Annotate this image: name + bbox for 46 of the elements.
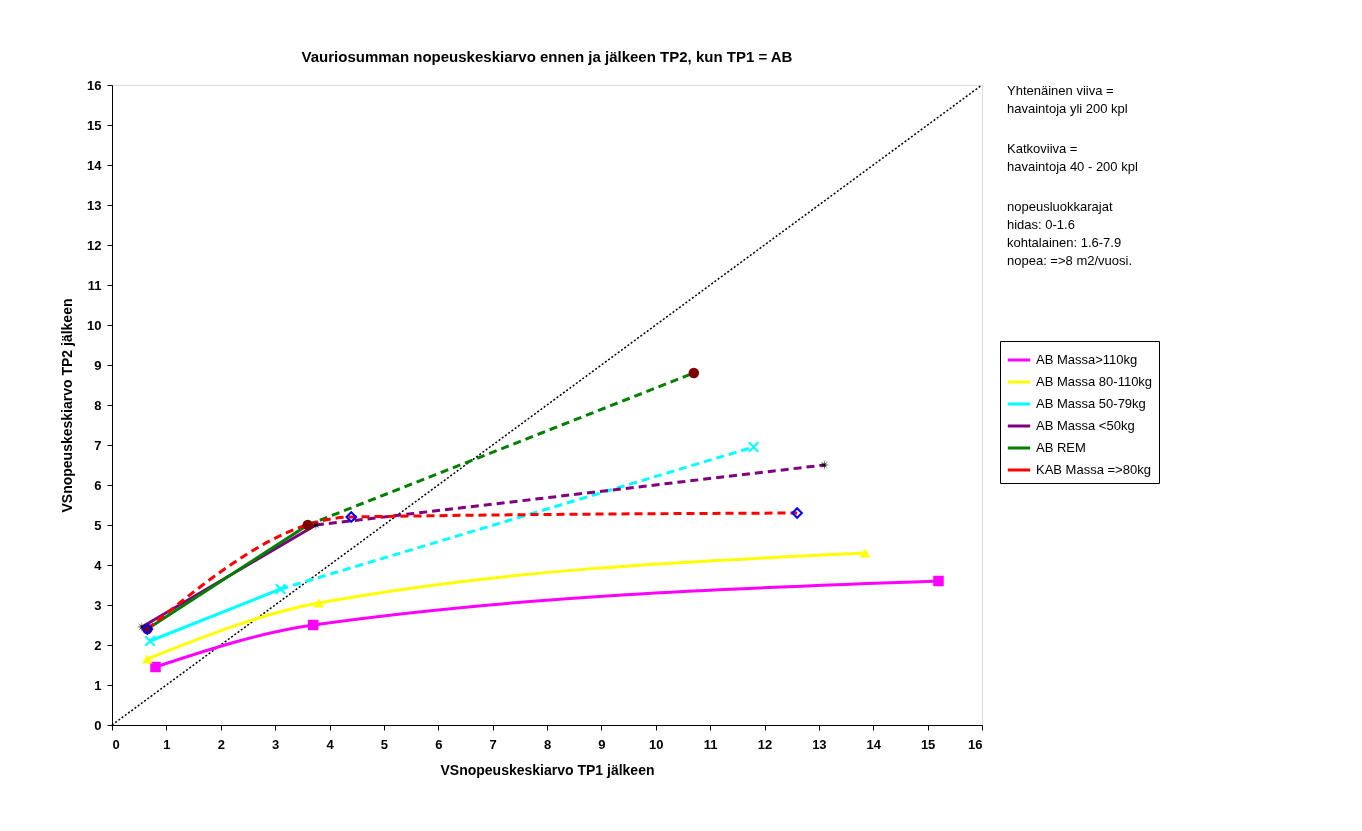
y-tick-label: 9 bbox=[94, 357, 102, 373]
legend-label: AB Massa <50kg bbox=[1036, 418, 1135, 433]
x-tick-label: 16 bbox=[968, 736, 983, 752]
y-tick-label: 3 bbox=[94, 597, 102, 613]
x-axis-title: VSnopeuskeskiarvo TP1 jälkeen bbox=[440, 761, 655, 778]
x-tick-label: 1 bbox=[163, 736, 171, 752]
x-tick-label: 3 bbox=[272, 736, 280, 752]
y-tick-label: 16 bbox=[87, 77, 102, 93]
y-axis-title: VSnopeuskeskiarvo TP2 jälkeen bbox=[59, 298, 76, 513]
x-tick-label: 13 bbox=[812, 736, 827, 752]
legend-label: AB Massa 50-79kg bbox=[1036, 396, 1146, 411]
text: Yhtenäinen viiva = havaintoja yli 200 kpl bbox=[1007, 83, 1128, 116]
y-tick-label: 2 bbox=[94, 637, 102, 653]
legend-label: AB REM bbox=[1036, 440, 1086, 455]
legend-label: AB Massa>110kg bbox=[1036, 352, 1138, 367]
y-tick-label: 7 bbox=[94, 437, 102, 453]
text: Katkoviiva = havaintoja 40 - 200 kpl bbox=[1007, 141, 1138, 174]
text: nopeusluokkarajat hidas: 0-1.6 kohtalainen: 1.6-7.9 nopea: =>8 m2/vuosi. bbox=[1007, 199, 1133, 268]
y-tick-label: 14 bbox=[87, 157, 103, 173]
x-tick-label: 7 bbox=[489, 736, 497, 752]
x-tick-label: 14 bbox=[866, 736, 882, 752]
y-tick-label: 12 bbox=[87, 237, 102, 253]
legend-label: KAB Massa =>80kg bbox=[1036, 462, 1151, 477]
chart-title: Vauriosumman nopeuskeskiarvo ennen ja jälkeen TP2, kun TP1 = AB bbox=[301, 48, 793, 65]
x-tick-label: 12 bbox=[757, 736, 773, 752]
x-tick-label: 11 bbox=[703, 736, 718, 752]
y-tick-label: 6 bbox=[94, 477, 102, 493]
y-tick-label: 8 bbox=[94, 397, 102, 413]
y-tick-label: 0 bbox=[94, 717, 102, 733]
x-tick-label: 15 bbox=[920, 736, 936, 752]
y-tick-label: 10 bbox=[87, 317, 102, 333]
legend-label: AB Massa 80-110kg bbox=[1036, 374, 1153, 389]
x-tick-label: 6 bbox=[435, 736, 443, 752]
y-tick-label: 4 bbox=[94, 557, 103, 573]
y-tick-label: 5 bbox=[94, 517, 102, 533]
x-tick-label: 10 bbox=[649, 736, 664, 752]
y-tick-label: 1 bbox=[94, 677, 102, 693]
x-tick-label: 5 bbox=[380, 736, 388, 752]
x-tick-label: 2 bbox=[217, 736, 225, 752]
y-tick-label: 13 bbox=[87, 197, 102, 213]
x-tick-label: 8 bbox=[543, 736, 552, 752]
x-tick-label: 4 bbox=[326, 736, 335, 752]
y-tick-label: 11 bbox=[87, 277, 102, 293]
y-tick-label: 15 bbox=[87, 117, 102, 133]
x-tick-label: 0 bbox=[112, 736, 120, 752]
x-tick-label: 9 bbox=[598, 736, 606, 752]
